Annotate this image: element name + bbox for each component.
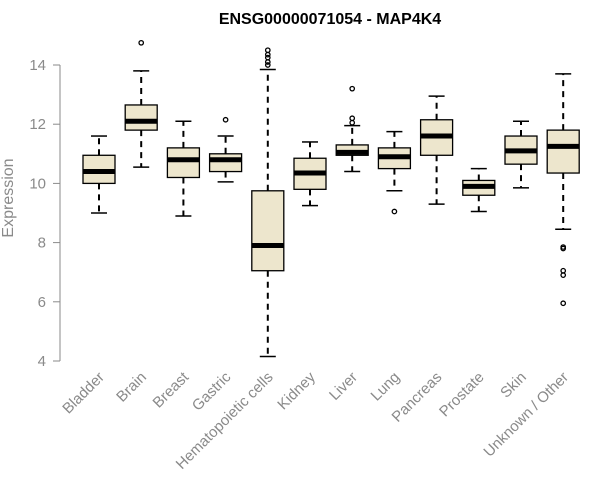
- outlier-point: [560, 267, 567, 274]
- box-liver: [335, 85, 369, 173]
- outlier-point: [349, 85, 356, 92]
- boxes-group: [82, 39, 580, 358]
- box-breast: [166, 120, 201, 217]
- box-iqr: [208, 153, 243, 173]
- outlier-point: [222, 116, 229, 123]
- outlier-point: [391, 208, 398, 215]
- box-iqr: [124, 104, 158, 131]
- box-hematopoietic-cells: [251, 47, 285, 358]
- outlier-point: [560, 272, 567, 279]
- outlier-point: [264, 62, 271, 68]
- outlier-point: [264, 54, 271, 61]
- box-prostate: [462, 167, 496, 213]
- box-iqr: [546, 129, 580, 174]
- outlier-point: [264, 59, 271, 65]
- box-skin: [504, 120, 538, 189]
- x-tick-label: Kidney: [274, 368, 319, 413]
- y-tick-label: 6: [38, 294, 46, 311]
- x-tick-label: Liver: [326, 369, 361, 404]
- box-brain: [124, 39, 158, 168]
- chart-title: ENSG00000071054 - MAP4K4: [219, 11, 441, 28]
- y-tick-label: 4: [38, 353, 46, 370]
- box-iqr: [251, 190, 285, 272]
- box-bladder: [82, 135, 116, 214]
- box-iqr: [166, 147, 201, 179]
- outlier-point: [560, 300, 567, 307]
- box-lung: [377, 130, 412, 215]
- outlier-point: [264, 51, 271, 58]
- x-tick-label: Skin: [497, 369, 530, 402]
- outlier-point: [349, 115, 356, 122]
- x-tick-label: Breast: [150, 368, 193, 411]
- y-tick-label: 14: [29, 57, 46, 74]
- box-gastric: [208, 116, 243, 183]
- outlier-point: [560, 244, 567, 250]
- outlier-point: [264, 47, 271, 54]
- x-tick-label: Lung: [368, 369, 404, 405]
- outlier-point: [349, 119, 356, 126]
- x-tick-label: Prostate: [436, 369, 488, 421]
- y-axis-label: Expression: [0, 158, 17, 237]
- box-pancreas: [419, 95, 454, 205]
- y-axis: 4 6 8 10 12 14: [29, 57, 61, 370]
- y-tick-label: 10: [29, 175, 46, 192]
- box-unknown-other: [546, 73, 580, 307]
- x-tick-label: Bladder: [59, 369, 108, 418]
- box-kidney: [293, 141, 327, 207]
- outlier-point: [138, 39, 145, 46]
- y-tick-label: 8: [38, 235, 46, 252]
- x-tick-label: Brain: [113, 369, 150, 406]
- y-tick-label: 12: [29, 116, 46, 133]
